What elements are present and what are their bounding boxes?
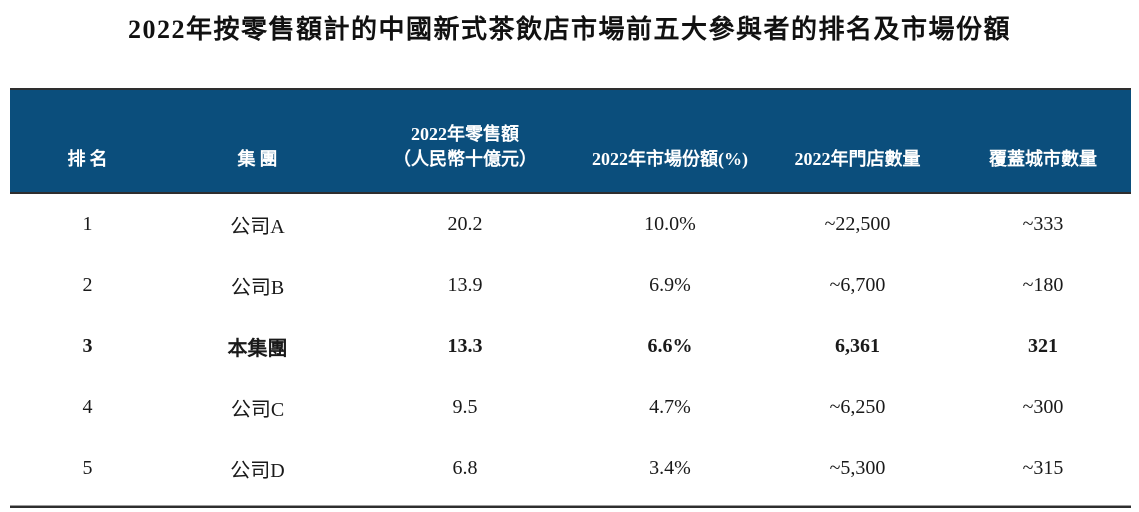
cell-retail: 6.8 xyxy=(452,457,478,479)
cell-rank: 5 xyxy=(82,457,93,479)
cell-share: 3.4% xyxy=(649,457,691,479)
cell-stores: ~22,500 xyxy=(824,213,891,235)
col-header-retail-line2: （人民幣十億元） xyxy=(393,148,537,169)
cell-retail: 9.5 xyxy=(452,396,478,418)
cell-share: 10.0% xyxy=(644,213,696,235)
cell-cities: 321 xyxy=(1028,335,1058,357)
table-row: 4 公司C 9.5 4.7% ~6,250 ~300 xyxy=(10,377,1131,438)
cell-cities: ~180 xyxy=(1022,274,1064,296)
cell-rank: 3 xyxy=(82,335,93,357)
market-share-table: 排名 集團 2022年零售額 （人民幣十億元） 2022年市場份額(%) 202… xyxy=(10,88,1131,508)
cell-retail: 13.3 xyxy=(447,335,483,357)
cell-share: 4.7% xyxy=(649,396,691,418)
col-header-retail: 2022年零售額 （人民幣十億元） xyxy=(350,90,580,192)
table-row: 5 公司D 6.8 3.4% ~5,300 ~315 xyxy=(10,438,1131,499)
page-title: 2022年按零售額計的中國新式茶飲店市場前五大參與者的排名及市場份額 xyxy=(127,15,1011,44)
cell-cities: ~333 xyxy=(1022,213,1064,235)
cell-stores: 6,361 xyxy=(835,335,880,357)
col-header-rank: 排名 xyxy=(67,148,112,169)
col-header-share: 2022年市場份額(%) xyxy=(592,148,748,169)
cell-share: 6.6% xyxy=(647,335,693,357)
cell-group: 公司D xyxy=(230,460,285,482)
cell-group: 本集團 xyxy=(227,338,288,360)
cell-retail: 20.2 xyxy=(447,213,483,235)
cell-rank: 1 xyxy=(82,213,93,235)
cell-stores: ~6,700 xyxy=(829,274,886,296)
col-header-cities: 覆蓋城市數量 xyxy=(989,148,1097,169)
col-header-retail-line1: 2022年零售額 xyxy=(411,124,519,145)
table-bottom-rule xyxy=(10,505,1131,508)
page: 2022年按零售額計的中國新式茶飲店市場前五大參與者的排名及市場份額 排名 集團… xyxy=(0,9,1139,512)
cell-share: 6.9% xyxy=(649,274,691,296)
cell-rank: 2 xyxy=(82,274,93,296)
cell-stores: ~5,300 xyxy=(829,457,886,479)
cell-cities: ~315 xyxy=(1022,457,1064,479)
cell-group: 公司B xyxy=(230,277,285,299)
cell-group: 公司A xyxy=(230,216,285,238)
table-header-row: 排名 集團 2022年零售額 （人民幣十億元） 2022年市場份額(%) 202… xyxy=(10,88,1131,194)
cell-cities: ~300 xyxy=(1022,396,1064,418)
cell-group: 公司C xyxy=(230,399,285,421)
col-header-group: 集團 xyxy=(237,148,282,169)
table-row-highlighted: 3 本集團 13.3 6.6% 6,361 321 xyxy=(10,316,1131,377)
cell-stores: ~6,250 xyxy=(829,396,886,418)
cell-rank: 4 xyxy=(82,396,93,418)
table-row: 2 公司B 13.9 6.9% ~6,700 ~180 xyxy=(10,255,1131,316)
cell-retail: 13.9 xyxy=(447,274,483,296)
table-row: 1 公司A 20.2 10.0% ~22,500 ~333 xyxy=(10,194,1131,255)
col-header-stores: 2022年門店數量 xyxy=(794,148,921,169)
